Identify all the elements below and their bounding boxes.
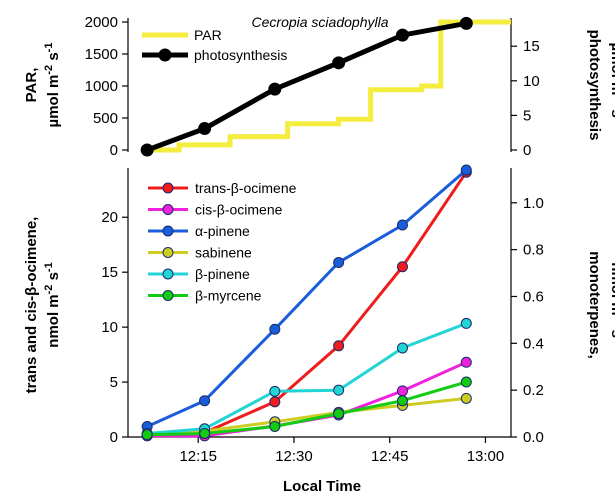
myrcene-point xyxy=(269,420,281,432)
legend-label-myrcene: β-myrcene xyxy=(195,288,262,304)
top-right-axis-title-line1: photosynthesis xyxy=(586,30,603,141)
legend-marker-cis-ocimene xyxy=(162,204,174,215)
bottom-left-axis-title-line1: trans and cis-β-ocimene, xyxy=(23,217,40,394)
photosynthesis-point xyxy=(140,143,154,157)
right-tick-label: 1.0 xyxy=(523,195,544,212)
photosynthesis-point xyxy=(198,122,212,136)
photosynthesis-line xyxy=(146,20,467,153)
cis-ocimene-point xyxy=(460,356,472,368)
top-right-axis-title-unit: µmol m-2 s-1 xyxy=(608,43,615,128)
myrcene-point xyxy=(333,408,345,420)
trans-ocimene-point xyxy=(396,261,408,273)
legend-label-cis-ocimene: cis-β-ocimene xyxy=(195,202,283,218)
top-right-axis-title-line2: µmol m-2 s-1 xyxy=(608,43,615,128)
right-tick-label: 0.8 xyxy=(523,242,544,259)
legend-marker-pinene xyxy=(162,268,174,280)
top-panel: Cecropia sciadophylla 0 500 1000 1500 2000 0 5… xyxy=(23,14,615,159)
right-tick-label: 0.6 xyxy=(523,288,544,305)
pinene-point xyxy=(460,164,472,176)
right-tick-label: 0.0 xyxy=(523,429,544,446)
bottom-right-axis-title: monoterpenes, nmol m-2 s-1 xyxy=(586,251,615,359)
left-tick-label: 2000 xyxy=(85,14,118,31)
top-left-axis-title-line1: PAR, xyxy=(23,68,40,103)
legend-marker-trans-ocimene xyxy=(162,182,174,194)
left-tick-label: 15 xyxy=(101,264,118,281)
myrcene-point xyxy=(199,427,211,439)
pinene-point xyxy=(396,342,408,354)
myrcene-point xyxy=(396,395,408,407)
photosynthesis-point xyxy=(332,56,346,70)
left-tick-label: 10 xyxy=(101,319,118,336)
x-tick-label: 12:45 xyxy=(371,448,409,465)
left-tick-label: 20 xyxy=(101,209,118,226)
myrcene-line xyxy=(147,380,467,437)
bottom-legend: trans-β-ocimene cis-β-ocimene α-pinene sabi… xyxy=(148,180,297,304)
top-legend: PAR photosynthesis xyxy=(142,27,287,63)
x-axis-title: Local Time xyxy=(283,478,361,495)
legend-marker-myrcene xyxy=(162,290,174,301)
legend-label-pinene: β-pinene xyxy=(195,266,250,282)
bottom-left-axis-title-unit: nmol m-2 s-1 xyxy=(43,262,62,347)
pinene-line xyxy=(146,168,468,428)
legend-marker-photosynthesis xyxy=(158,48,172,62)
pinene-point xyxy=(333,257,345,269)
myrcene-point xyxy=(460,376,472,388)
legend-marker-pinene xyxy=(162,225,174,237)
bottom-right-axis-title-line2: nmol m-2 s-1 xyxy=(608,262,615,347)
cis-ocimene-point xyxy=(396,385,408,397)
left-tick-label: 1000 xyxy=(85,78,118,95)
myrcene-point xyxy=(141,429,153,441)
top-ticks: 0 500 1000 1500 2000 0 5 10 15 xyxy=(85,14,540,159)
pinene-line xyxy=(147,322,467,435)
photosynthesis-point xyxy=(268,82,282,96)
bottom-ticks: 0 5 10 15 20 0.0 0.2 0.4 0.6 0.8 1.0 12:15 12:30 12:4… xyxy=(101,195,544,465)
x-tick-label: 12:15 xyxy=(179,448,217,465)
right-tick-label: 10 xyxy=(523,73,540,90)
photosynthesis-point xyxy=(395,28,409,42)
right-tick-label: 0.2 xyxy=(523,382,544,399)
legend-label-sabinene: sabinene xyxy=(195,245,252,261)
pinene-point xyxy=(460,317,472,329)
right-tick-label: 15 xyxy=(523,38,540,55)
right-tick-label: 0 xyxy=(523,142,531,159)
right-tick-label: 0.4 xyxy=(523,335,544,352)
photosynthesis-point xyxy=(459,16,473,30)
par-line xyxy=(147,19,511,153)
legend-marker-sabinene xyxy=(162,247,174,258)
left-tick-label: 0 xyxy=(110,429,118,446)
top-right-axis-title: photosynthesis µmol m-2 s-1 xyxy=(586,30,615,141)
pinene-point xyxy=(199,395,211,407)
bottom-series xyxy=(141,164,472,442)
top-series xyxy=(140,16,511,157)
x-tick-label: 12:30 xyxy=(275,448,313,465)
pinene-point xyxy=(269,385,281,397)
chart-title: Cecropia sciadophylla xyxy=(252,14,389,30)
bottom-right-axis-title-unit: nmol m-2 s-1 xyxy=(608,262,615,347)
legend-label-pinene: α-pinene xyxy=(195,223,250,239)
trans-ocimene-point xyxy=(269,396,281,408)
pinene-point xyxy=(396,219,408,231)
pinene-point xyxy=(269,323,281,335)
bottom-left-axis-title: trans and cis-β-ocimene, nmol m-2 s-1 xyxy=(23,217,62,394)
bottom-panel: 0 5 10 15 20 0.0 0.2 0.4 0.6 0.8 1.0 12:15 12:30 12:4… xyxy=(23,164,615,495)
sabinene-point xyxy=(460,392,472,404)
legend-label-trans-ocimene: trans-β-ocimene xyxy=(195,180,297,196)
legend-label-par: PAR xyxy=(194,27,222,43)
top-left-axis-title-line2: µmol m-2 s-1 xyxy=(43,43,62,128)
x-tick-label: 13:00 xyxy=(467,448,505,465)
top-left-axis-title: PAR, µmol m-2 s-1 xyxy=(23,43,62,128)
bottom-left-axis-title-line2: nmol m-2 s-1 xyxy=(43,262,62,347)
left-tick-label: 500 xyxy=(93,110,118,127)
left-tick-label: 0 xyxy=(110,142,118,159)
right-tick-label: 5 xyxy=(523,107,531,124)
pinene-point xyxy=(333,384,345,396)
left-tick-label: 5 xyxy=(110,374,118,391)
left-tick-label: 1500 xyxy=(85,46,118,63)
trans-ocimene-point xyxy=(333,340,345,352)
sabinene-line xyxy=(147,396,467,437)
bottom-right-axis-title-line1: monoterpenes, xyxy=(586,251,603,359)
legend-label-photosynthesis: photosynthesis xyxy=(194,47,287,63)
top-left-axis-title-unit: µmol m-2 s-1 xyxy=(43,43,62,128)
